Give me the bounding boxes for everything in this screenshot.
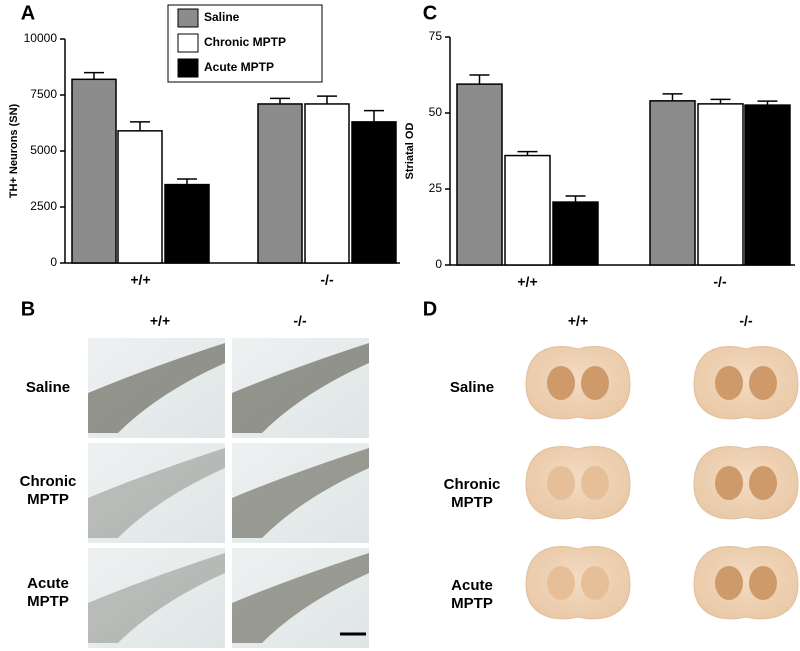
row-label: MPTP xyxy=(27,491,69,508)
brain-section xyxy=(693,446,799,520)
stained-neurons xyxy=(88,343,225,433)
legend-swatch xyxy=(177,58,199,78)
legend-swatch xyxy=(177,8,199,28)
bar xyxy=(456,83,503,266)
striatum xyxy=(547,566,575,600)
legend-swatch xyxy=(177,33,199,53)
panel-label: B xyxy=(21,298,35,320)
panel-label: A xyxy=(21,2,35,24)
striatum xyxy=(749,566,777,600)
legend-label: Acute MPTP xyxy=(204,60,274,74)
x-tick-label: +/+ xyxy=(130,272,150,288)
micrograph xyxy=(88,443,225,543)
brain-section xyxy=(693,546,799,620)
bar xyxy=(504,154,551,266)
stained-neurons xyxy=(232,343,369,433)
striatum xyxy=(715,566,743,600)
stained-neurons xyxy=(88,448,225,538)
column-label: -/- xyxy=(739,313,753,329)
striatum xyxy=(749,466,777,500)
stained-neurons xyxy=(232,448,369,538)
row-label: Chronic xyxy=(20,473,77,490)
column-label: +/+ xyxy=(150,313,170,329)
y-axis-label: TH+ Neurons (SN) xyxy=(8,103,20,198)
brain-section xyxy=(525,446,631,520)
bar xyxy=(71,78,117,264)
column-label: -/- xyxy=(293,313,307,329)
brain-section xyxy=(525,346,631,420)
column-label: +/+ xyxy=(568,313,588,329)
striatum xyxy=(715,366,743,400)
row-label: MPTP xyxy=(27,593,69,610)
stained-neurons xyxy=(232,553,369,643)
panel-label: C xyxy=(423,2,437,24)
legend-label: Saline xyxy=(204,10,240,24)
x-tick-label: +/+ xyxy=(517,274,537,290)
striatum xyxy=(715,466,743,500)
bar xyxy=(164,183,210,264)
striatum xyxy=(547,366,575,400)
bar xyxy=(304,103,350,264)
y-tick-label: 0 xyxy=(435,257,442,271)
y-tick-label: 10000 xyxy=(24,31,58,45)
bar xyxy=(257,103,303,264)
micrograph xyxy=(88,548,225,648)
striatum xyxy=(749,366,777,400)
brain-section xyxy=(693,346,799,420)
striatum xyxy=(547,466,575,500)
y-tick-label: 50 xyxy=(429,105,443,119)
legend-label: Chronic MPTP xyxy=(204,35,286,49)
bar xyxy=(649,100,696,266)
row-label: Saline xyxy=(450,379,494,396)
bar xyxy=(744,104,791,266)
bar xyxy=(697,103,744,266)
row-label: Saline xyxy=(26,379,70,396)
brain-section xyxy=(525,546,631,620)
x-tick-label: -/- xyxy=(320,272,334,288)
panel-label: D xyxy=(423,298,437,320)
bar xyxy=(552,201,599,266)
stained-neurons xyxy=(88,553,225,643)
striatum xyxy=(581,566,609,600)
row-label: Chronic xyxy=(444,476,501,493)
y-axis-label: Striatal OD xyxy=(404,123,416,180)
row-label: MPTP xyxy=(451,595,493,612)
bar xyxy=(117,130,163,264)
y-tick-label: 25 xyxy=(429,181,443,195)
bar xyxy=(351,121,397,264)
striatum xyxy=(581,466,609,500)
row-label: Acute xyxy=(27,575,69,592)
x-tick-label: -/- xyxy=(713,274,727,290)
striatum xyxy=(581,366,609,400)
row-label: Acute xyxy=(451,577,493,594)
y-tick-label: 75 xyxy=(429,29,443,43)
y-tick-label: 0 xyxy=(50,255,57,269)
row-label: MPTP xyxy=(451,494,493,511)
y-tick-label: 5000 xyxy=(30,143,57,157)
y-tick-label: 2500 xyxy=(30,199,57,213)
y-tick-label: 7500 xyxy=(30,87,57,101)
